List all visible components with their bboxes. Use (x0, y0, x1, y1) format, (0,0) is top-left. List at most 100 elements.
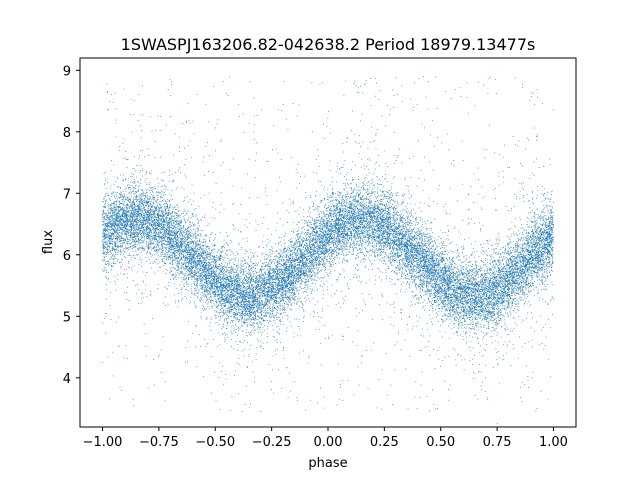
data-point (456, 268, 458, 269)
data-point (463, 266, 465, 268)
data-point (125, 210, 126, 212)
data-point (342, 232, 344, 234)
data-point (406, 236, 408, 238)
data-point (337, 257, 339, 259)
data-point (166, 225, 168, 227)
data-point (377, 212, 379, 214)
data-point (158, 182, 160, 184)
data-point (133, 208, 135, 210)
data-point (207, 246, 208, 248)
data-point (435, 257, 437, 259)
data-point (245, 292, 247, 293)
data-point (296, 224, 298, 225)
data-point (236, 284, 238, 285)
data-point (131, 211, 133, 213)
data-point (233, 330, 234, 332)
data-point (431, 264, 432, 266)
data-point (123, 233, 125, 235)
data-point (462, 322, 463, 324)
data-point (225, 309, 226, 311)
data-point (400, 216, 401, 217)
data-point (190, 217, 192, 218)
data-point (517, 268, 518, 270)
data-point (231, 282, 232, 284)
data-point (297, 252, 299, 254)
data-point (444, 209, 446, 211)
data-point (201, 253, 203, 255)
data-point (530, 252, 532, 254)
data-point (149, 253, 151, 255)
data-point (316, 235, 318, 237)
data-point (242, 264, 244, 266)
data-point (456, 251, 458, 253)
data-point (134, 235, 136, 237)
data-point (122, 240, 124, 242)
data-point (314, 283, 316, 285)
data-point (510, 241, 512, 243)
data-point (382, 192, 384, 193)
data-point (361, 231, 363, 232)
data-point (542, 259, 544, 261)
data-point (163, 194, 165, 196)
data-point (272, 289, 274, 291)
data-point (488, 303, 490, 304)
data-point (111, 238, 113, 240)
data-point (541, 193, 543, 195)
data-point (472, 264, 473, 266)
data-point (241, 187, 243, 189)
data-point (411, 225, 413, 227)
data-point (404, 256, 406, 258)
data-point (256, 291, 258, 292)
data-point (303, 309, 305, 311)
data-point (282, 273, 283, 275)
data-point (246, 385, 247, 387)
data-point (387, 217, 389, 219)
data-point (472, 306, 473, 308)
data-point (463, 303, 465, 305)
data-point (367, 220, 369, 222)
data-point (395, 227, 397, 229)
data-point (526, 193, 528, 195)
data-point (457, 269, 459, 270)
data-point (495, 283, 497, 285)
data-point (245, 299, 247, 301)
data-point (238, 244, 239, 246)
data-point (372, 173, 374, 174)
data-point (217, 288, 218, 290)
data-point (239, 312, 241, 314)
data-point (167, 206, 169, 208)
data-point (232, 300, 234, 301)
data-point (133, 244, 135, 245)
data-point (211, 295, 213, 297)
data-point (356, 201, 358, 203)
data-point (379, 243, 381, 245)
data-point (514, 206, 515, 208)
data-point (511, 276, 513, 277)
data-point (249, 301, 251, 303)
data-point (145, 204, 147, 206)
data-point (353, 198, 355, 200)
data-point (503, 316, 505, 318)
data-point (476, 267, 477, 269)
data-point (128, 220, 130, 222)
data-point (226, 270, 228, 272)
data-point (339, 214, 341, 216)
data-point (389, 201, 391, 203)
data-point (315, 195, 316, 197)
data-point (172, 223, 174, 225)
data-point (207, 269, 209, 271)
data-point (379, 216, 381, 218)
data-point (183, 225, 185, 226)
data-point (187, 252, 189, 253)
data-point (420, 245, 422, 246)
data-point (278, 317, 280, 318)
data-point (343, 254, 345, 256)
data-point (143, 229, 145, 231)
data-point (408, 231, 410, 233)
data-point (300, 231, 302, 233)
data-point (164, 208, 166, 210)
data-point (280, 285, 282, 287)
data-point (482, 301, 484, 302)
data-point (349, 238, 351, 239)
data-point (396, 266, 398, 268)
